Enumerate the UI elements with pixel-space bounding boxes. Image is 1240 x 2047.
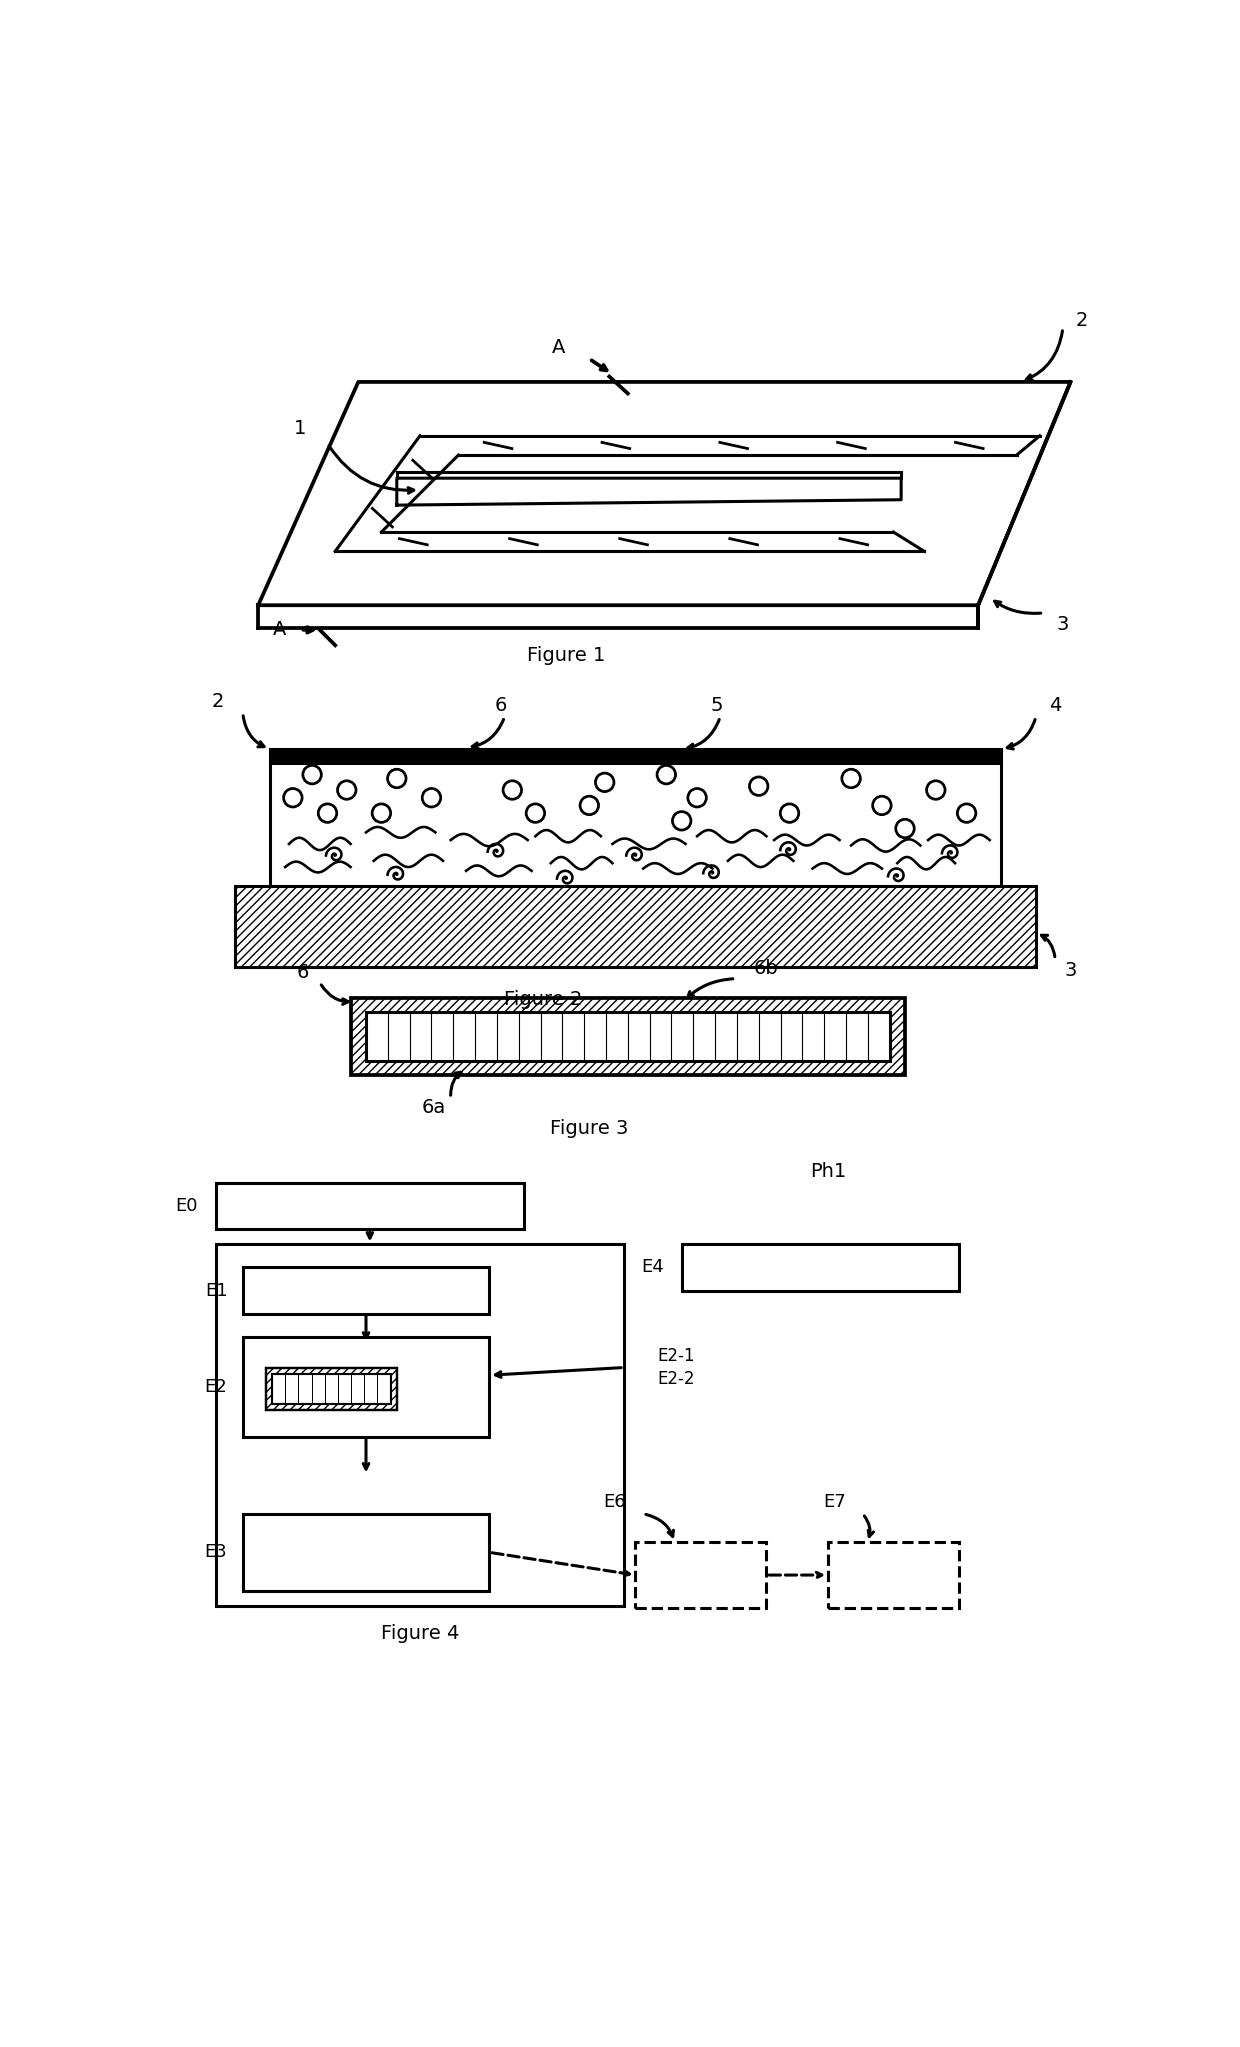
Bar xyxy=(270,749,1001,764)
Bar xyxy=(243,1337,490,1437)
Text: E2-2: E2-2 xyxy=(657,1369,694,1388)
Bar xyxy=(272,1374,391,1404)
Bar xyxy=(243,1515,490,1591)
Bar xyxy=(265,1367,397,1410)
Text: Figure 3: Figure 3 xyxy=(551,1120,629,1138)
Text: E3: E3 xyxy=(205,1543,227,1562)
Text: E0: E0 xyxy=(176,1197,198,1214)
Text: Ph1: Ph1 xyxy=(810,1163,846,1181)
Text: 5: 5 xyxy=(711,696,723,714)
Bar xyxy=(635,1541,766,1607)
Bar xyxy=(366,1011,889,1060)
Bar xyxy=(270,764,1001,886)
Bar xyxy=(216,1183,523,1228)
Bar xyxy=(236,886,1035,966)
Bar xyxy=(216,1245,624,1607)
Text: Figure 1: Figure 1 xyxy=(527,645,605,665)
Text: 6: 6 xyxy=(296,962,309,983)
Text: E2-1: E2-1 xyxy=(657,1347,694,1365)
Text: 1: 1 xyxy=(294,420,306,438)
Text: A: A xyxy=(552,338,565,356)
Text: A: A xyxy=(273,620,286,639)
Bar xyxy=(351,999,905,1075)
Text: E6: E6 xyxy=(604,1492,626,1511)
Text: 4: 4 xyxy=(1049,696,1061,714)
Text: Figure 2: Figure 2 xyxy=(503,991,583,1009)
Text: 2: 2 xyxy=(1076,311,1089,330)
Text: Figure 4: Figure 4 xyxy=(381,1623,459,1642)
Text: 3: 3 xyxy=(1064,962,1076,981)
Text: 2: 2 xyxy=(212,692,224,710)
Text: 6b: 6b xyxy=(754,960,779,978)
Text: E7: E7 xyxy=(823,1492,846,1511)
Text: 6a: 6a xyxy=(422,1097,446,1118)
Text: E1: E1 xyxy=(205,1281,227,1300)
Bar xyxy=(828,1541,959,1607)
Bar xyxy=(682,1245,959,1290)
Text: 6: 6 xyxy=(495,696,507,714)
Text: E2: E2 xyxy=(205,1378,227,1396)
Bar xyxy=(243,1267,490,1314)
Text: 3: 3 xyxy=(1056,614,1069,635)
Text: E4: E4 xyxy=(641,1259,663,1277)
